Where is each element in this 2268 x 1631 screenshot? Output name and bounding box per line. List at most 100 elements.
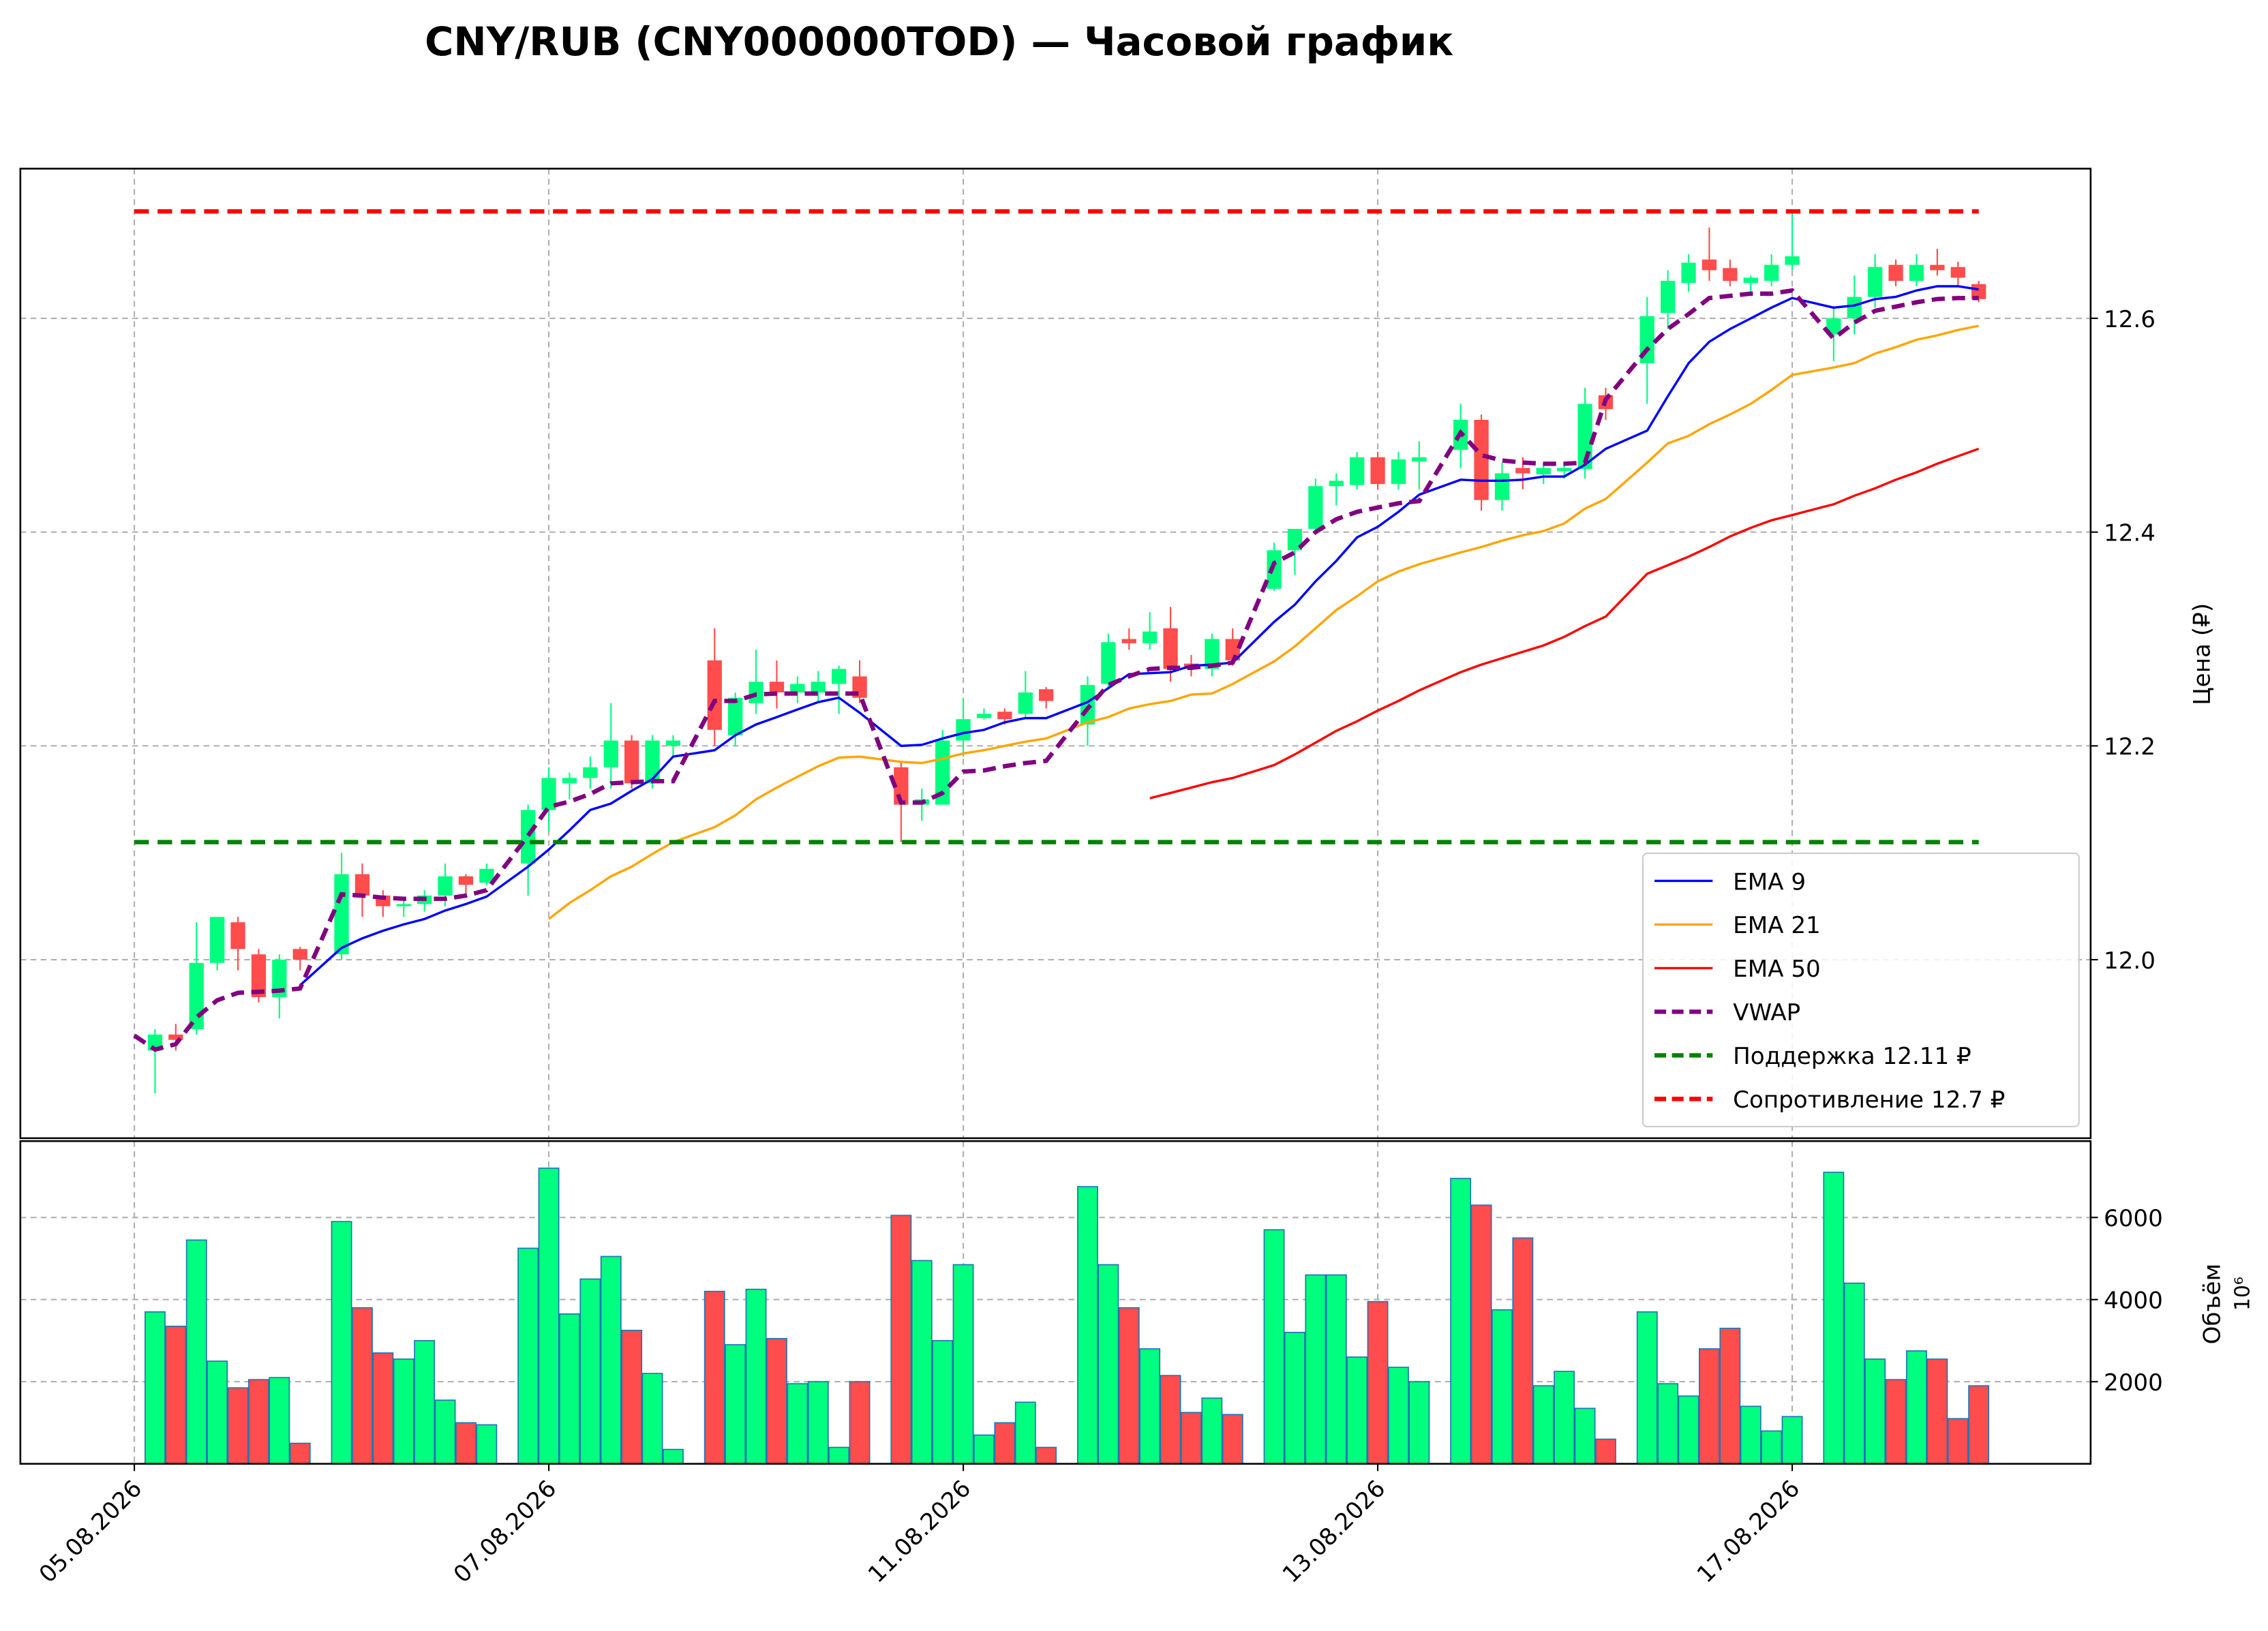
indicator-line xyxy=(133,288,1979,1052)
candle-body xyxy=(1515,468,1530,474)
volume-bar xyxy=(1926,1358,1948,1465)
volume-bar xyxy=(1532,1385,1554,1465)
x-tick-label: 11.08.2026 xyxy=(863,1475,976,1588)
candle-body xyxy=(603,740,618,767)
volume-bar xyxy=(973,1434,995,1465)
volume-bar xyxy=(1118,1307,1140,1465)
candle-body xyxy=(624,740,639,784)
legend-label: Сопротивление 12.7 ₽ xyxy=(1733,1086,2005,1114)
volume-bar xyxy=(1160,1375,1181,1465)
volume-bar xyxy=(269,1377,290,1465)
candle-body xyxy=(1163,628,1178,669)
candle-body xyxy=(334,874,349,955)
candle-body xyxy=(479,868,494,883)
volume-bar xyxy=(600,1255,622,1465)
chart-title: CNY/RUB (CNY000000TOD) — Часовой график xyxy=(425,19,1453,65)
volume-bar xyxy=(538,1168,560,1465)
volume-bar xyxy=(1636,1311,1658,1465)
candle-body xyxy=(790,684,805,692)
volume-bar xyxy=(1077,1186,1098,1465)
volume-bar xyxy=(1388,1367,1409,1465)
candle-body xyxy=(665,740,681,746)
candle-body xyxy=(1723,268,1738,281)
volume-bar xyxy=(1035,1446,1057,1465)
candle-body xyxy=(1847,296,1862,319)
volume-bar xyxy=(331,1221,352,1465)
candle-body xyxy=(1412,457,1427,462)
candle-body xyxy=(1350,457,1365,485)
candle-body xyxy=(354,874,370,896)
candle-body xyxy=(1225,639,1240,660)
candle-body xyxy=(1681,262,1696,284)
volume-bar xyxy=(1201,1397,1223,1465)
candle-body xyxy=(583,767,598,778)
volume-bar xyxy=(393,1358,414,1465)
volume-bar xyxy=(766,1338,787,1465)
volume-bar xyxy=(1367,1300,1389,1465)
volume-bar xyxy=(165,1326,187,1465)
legend-label: EMA 21 xyxy=(1733,912,1821,939)
candle-body xyxy=(728,697,743,735)
candle-body xyxy=(1888,264,1903,281)
y-tick-label: 2000 xyxy=(2104,1369,2163,1397)
volume-bar xyxy=(1222,1414,1243,1465)
volume-bar xyxy=(145,1311,166,1465)
candle-body xyxy=(1702,259,1717,271)
volume-bar xyxy=(621,1330,643,1465)
candle-body xyxy=(396,904,411,906)
legend-label: VWAP xyxy=(1733,999,1800,1026)
volume-bar xyxy=(1098,1264,1119,1465)
volume-bar xyxy=(1470,1204,1492,1465)
legend-label: EMA 9 xyxy=(1733,868,1806,896)
candle-body xyxy=(832,669,847,684)
volume-bar xyxy=(1263,1229,1285,1465)
candle-body xyxy=(1785,256,1800,265)
candle-body xyxy=(645,740,660,784)
candle-body xyxy=(1308,486,1323,529)
y-axis-label: Цена (₽) xyxy=(2189,603,2216,705)
volume-bar xyxy=(890,1215,912,1465)
candle-body xyxy=(956,719,971,741)
volume-bar xyxy=(434,1399,456,1465)
volume-bar xyxy=(1864,1358,1886,1465)
volume-bar xyxy=(185,1239,207,1465)
volume-bar xyxy=(414,1340,436,1465)
y-axis-label: Объём xyxy=(2199,1264,2226,1345)
candle-body xyxy=(707,660,722,730)
candle-body xyxy=(1661,281,1676,314)
candle-body xyxy=(1930,264,1945,271)
candle-body xyxy=(458,876,474,885)
volume-bar xyxy=(1512,1237,1534,1465)
candle-body xyxy=(1557,468,1572,472)
candle-body xyxy=(168,1034,183,1040)
candle-body xyxy=(230,922,245,949)
candle-body xyxy=(1743,277,1758,284)
y-tick-label: 12.0 xyxy=(2104,947,2156,975)
legend-label: EMA 50 xyxy=(1733,956,1821,983)
legend-box xyxy=(1642,852,2080,1127)
candle-body xyxy=(541,778,556,810)
candle-body xyxy=(1909,264,1924,281)
candle-body xyxy=(1391,459,1406,485)
volume-bar xyxy=(745,1288,767,1465)
indicator-line xyxy=(1149,447,1980,799)
volume-bar xyxy=(352,1307,373,1465)
volume-bar xyxy=(1761,1430,1783,1465)
y-tick-label: 4000 xyxy=(2104,1287,2163,1315)
plot-frame xyxy=(19,168,2092,1140)
candle-body xyxy=(1536,468,1551,475)
volume-bar xyxy=(207,1360,228,1465)
candle-body xyxy=(189,962,204,1029)
x-tick-label: 13.08.2026 xyxy=(1277,1475,1391,1588)
candle-body xyxy=(210,917,225,963)
candle-body xyxy=(1287,528,1303,551)
volume-bar xyxy=(1139,1348,1161,1465)
candle-body xyxy=(1143,631,1158,643)
volume-bar xyxy=(1346,1356,1368,1465)
volume-bar xyxy=(1574,1407,1596,1465)
volume-bar xyxy=(641,1373,663,1465)
volume-bar xyxy=(704,1290,725,1465)
volume-bar xyxy=(994,1422,1016,1465)
